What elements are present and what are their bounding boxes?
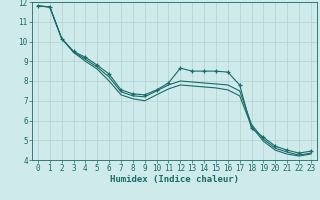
X-axis label: Humidex (Indice chaleur): Humidex (Indice chaleur)	[110, 175, 239, 184]
